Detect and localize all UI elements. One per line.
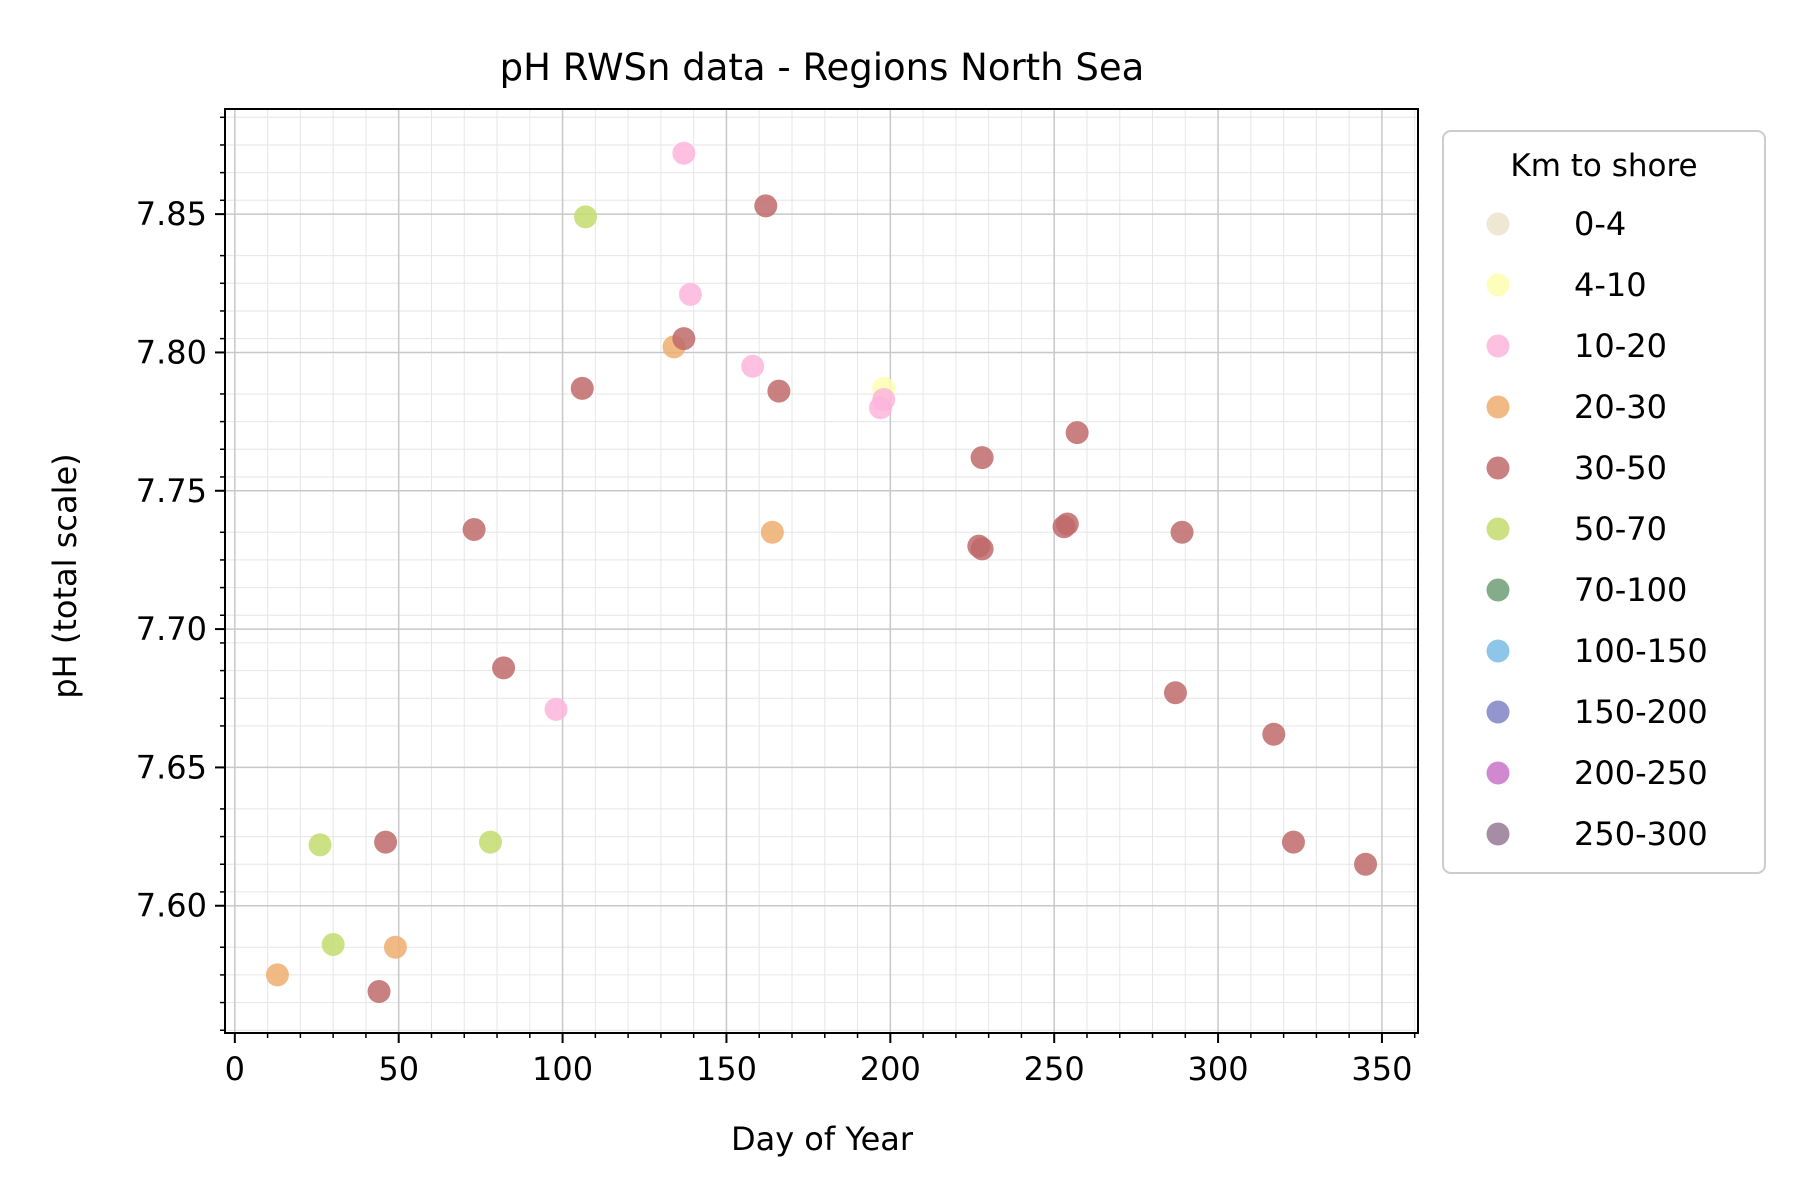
x-tick-label: 50 — [378, 1050, 419, 1088]
data-point — [374, 830, 398, 854]
data-point — [1163, 681, 1187, 705]
data-point — [1065, 421, 1089, 445]
x-tick-label: 0 — [225, 1050, 245, 1088]
data-point — [492, 656, 516, 680]
data-point — [678, 282, 702, 306]
data-point — [970, 446, 994, 470]
data-point — [367, 980, 391, 1004]
legend-label: 30-50 — [1574, 449, 1667, 487]
legend-label: 250-300 — [1574, 815, 1708, 853]
y-tick-label: 7.65 — [136, 748, 207, 786]
legend-label: 150-200 — [1574, 693, 1708, 731]
legend-marker — [1486, 456, 1510, 480]
data-point — [672, 327, 696, 351]
data-point — [970, 537, 994, 561]
data-point — [383, 935, 407, 959]
data-point — [265, 963, 289, 987]
y-tick-label: 7.80 — [136, 333, 207, 371]
data-point — [321, 932, 345, 956]
legend-label: 20-30 — [1574, 388, 1667, 426]
data-point — [570, 376, 594, 400]
data-point — [1170, 520, 1194, 544]
x-tick-label: 100 — [532, 1050, 593, 1088]
data-point — [308, 833, 332, 857]
plot-frame — [224, 108, 1419, 1034]
legend-label: 100-150 — [1574, 632, 1708, 670]
data-point — [872, 387, 896, 411]
x-axis-label: Day of Year — [731, 1120, 914, 1158]
y-tick-label: 7.75 — [136, 472, 207, 510]
x-tick-label: 300 — [1188, 1050, 1249, 1088]
x-tick-label: 350 — [1351, 1050, 1412, 1088]
data-point — [1354, 852, 1378, 876]
data-point — [754, 194, 778, 218]
legend-marker — [1486, 578, 1510, 602]
y-tick-label: 7.70 — [136, 610, 207, 648]
x-tick-label: 250 — [1024, 1050, 1085, 1088]
data-point — [1262, 722, 1286, 746]
legend-frame — [1442, 130, 1766, 874]
legend-marker — [1486, 639, 1510, 663]
data-point — [741, 354, 765, 378]
data-point — [544, 697, 568, 721]
legend-marker — [1486, 395, 1510, 419]
data-point — [1281, 830, 1305, 854]
legend: Km to shore 0-4 4-10 10-20 20-30 30-50 50-70 7… — [1442, 130, 1766, 874]
legend-label: 50-70 — [1574, 510, 1667, 548]
legend-marker — [1486, 761, 1510, 785]
legend-label: 10-20 — [1574, 327, 1667, 365]
data-point — [462, 518, 486, 542]
x-tick-label: 150 — [696, 1050, 757, 1088]
legend-label: 200-250 — [1574, 754, 1708, 792]
y-axis-label: pH (total scale) — [46, 453, 84, 698]
data-point — [478, 830, 502, 854]
data-point — [760, 520, 784, 544]
data-point — [574, 205, 598, 229]
x-tick-label: 200 — [860, 1050, 921, 1088]
data-point — [672, 141, 696, 165]
y-tick-label: 7.85 — [136, 195, 207, 233]
data-point — [1055, 512, 1079, 536]
legend-marker — [1486, 700, 1510, 724]
chart-title: pH RWSn data - Regions North Sea — [500, 46, 1145, 89]
legend-marker — [1486, 273, 1510, 297]
data-point — [767, 379, 791, 403]
legend-label: 70-100 — [1574, 571, 1687, 609]
legend-marker — [1486, 517, 1510, 541]
y-tick-label: 7.60 — [136, 887, 207, 925]
legend-marker — [1486, 334, 1510, 358]
legend-marker — [1486, 212, 1510, 236]
legend-marker — [1486, 822, 1510, 846]
legend-label: 4-10 — [1574, 266, 1647, 304]
legend-entries: 0-4 4-10 10-20 20-30 30-50 50-70 70-100 100-150… — [1486, 205, 1708, 853]
legend-label: 0-4 — [1574, 205, 1626, 243]
legend-title: Km to shore — [1510, 148, 1697, 184]
plot-area: 0 50 100 150 200 250 300 350 7.60 7.65 7.70 7.75 7.8… — [136, 108, 1419, 1088]
